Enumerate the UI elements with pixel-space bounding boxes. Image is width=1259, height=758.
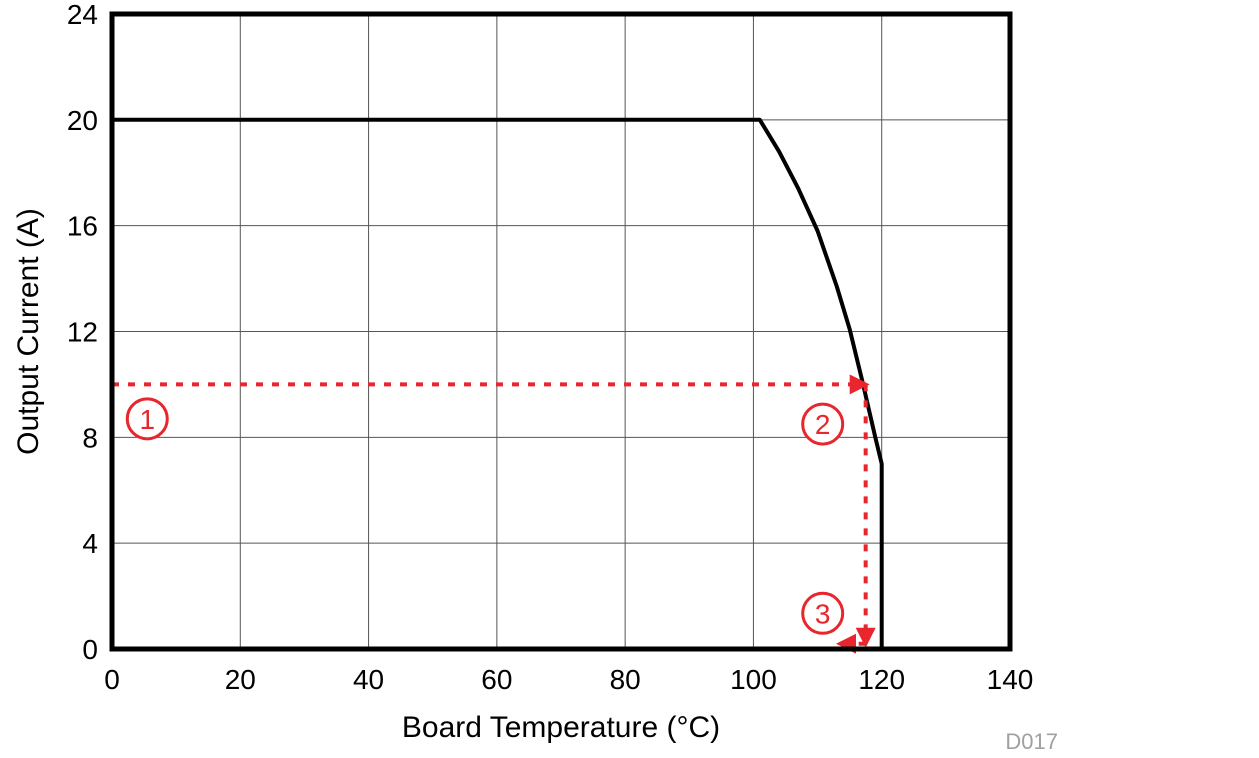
y-tick-label: 0 xyxy=(82,634,98,665)
plot-frame xyxy=(109,11,1013,652)
y-tick-label: 20 xyxy=(67,105,98,136)
step-marker-circle-1 xyxy=(125,397,169,441)
step-marker-label-1: 1 xyxy=(139,404,155,435)
step-marker-label-3: 3 xyxy=(815,598,831,629)
y-tick-label: 8 xyxy=(82,422,98,453)
x-tick-label: 60 xyxy=(481,664,512,695)
x-tick-label: 100 xyxy=(730,664,777,695)
step-marker-circle-3 xyxy=(801,591,845,635)
y-tick-label: 4 xyxy=(82,528,98,559)
step-marker-label-2: 2 xyxy=(815,409,831,440)
figure-code: D017 xyxy=(1005,729,1058,753)
x-axis-title: Board Temperature (°C) xyxy=(402,711,720,744)
x-tick-label: 80 xyxy=(610,664,641,695)
x-tick-label: 40 xyxy=(353,664,384,695)
series-layer xyxy=(112,117,884,649)
x-tick-label: 140 xyxy=(987,664,1034,695)
annotation-layer: 1 2 3 xyxy=(112,374,876,654)
y-tick-label: 16 xyxy=(67,211,98,242)
y-tick-label: 12 xyxy=(67,317,98,348)
y-tick-label: 24 xyxy=(67,0,98,30)
x-tick-label: 120 xyxy=(858,664,905,695)
grid-layer xyxy=(111,13,1011,650)
x-tick-label: 0 xyxy=(104,664,120,695)
series-line-0 xyxy=(112,117,884,649)
y-axis-title: Output Current (A) xyxy=(12,208,45,455)
x-tick-label: 20 xyxy=(225,664,256,695)
step-marker-circle-2 xyxy=(801,402,845,446)
